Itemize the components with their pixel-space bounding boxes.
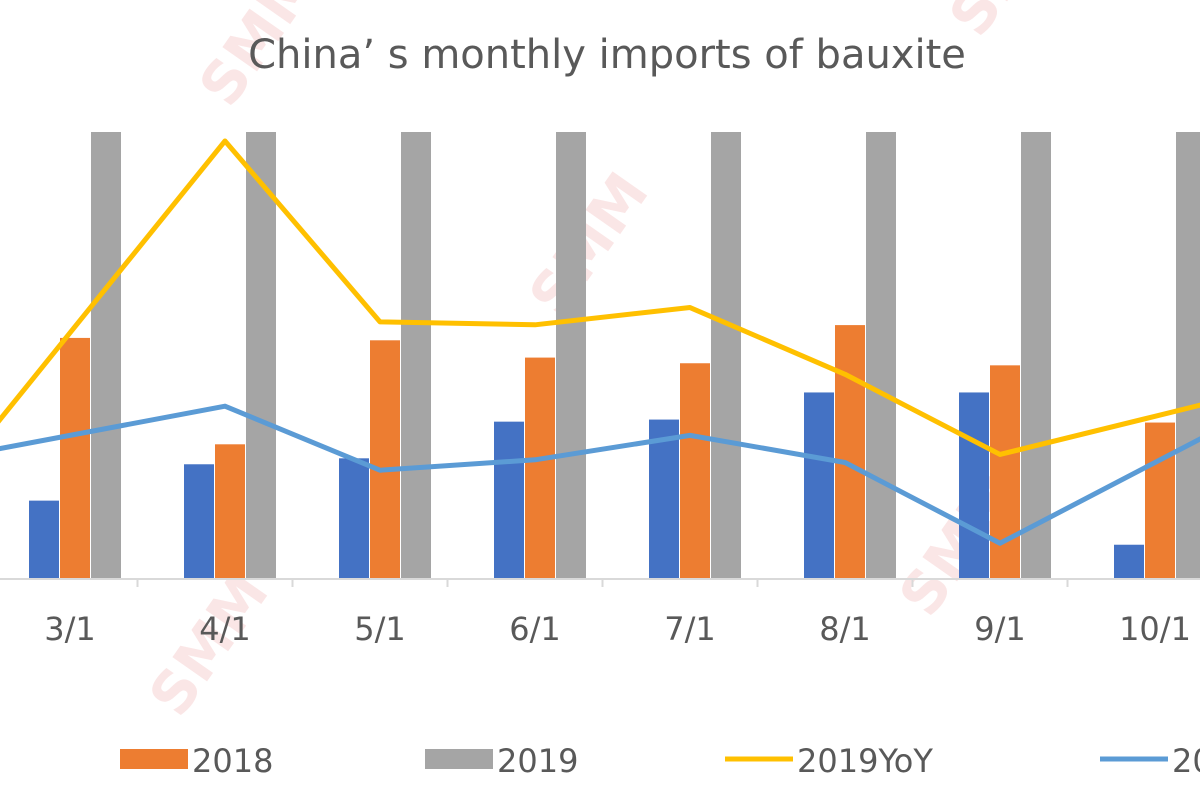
bar-2019-6/1 [556,132,586,579]
legend-label-2018: 2018 [192,742,273,780]
watermark-text: SMM [516,160,662,328]
bar-2018-8/1 [835,325,865,579]
bar-2018-10/1 [1145,422,1175,579]
x-tick-label: 10/1 [1119,610,1191,648]
bar-series-0-5/1 [339,458,369,579]
bar-2019-8/1 [866,132,896,579]
bar-2018-6/1 [525,357,555,579]
x-tick-label: 5/1 [354,610,406,648]
x-tick-label: 6/1 [509,610,561,648]
bar-series-0-8/1 [804,392,834,579]
bar-2019-10/1 [1176,132,1200,579]
legend-swatch-2018 [120,749,188,769]
chart-legend: 2018 2019 2019YoY 20 [120,742,1200,780]
bar-2019-5/1 [401,132,431,579]
legend-label-2019: 2019 [497,742,578,780]
bar-2019-7/1 [711,132,741,579]
legend-label-2019YoY: 2019YoY [797,742,933,780]
x-tick-label: 4/1 [199,610,251,648]
chart-title: China’ s monthly imports of bauxite [248,32,966,78]
bar-series-0-6/1 [494,421,524,579]
bar-series-0-4/1 [184,464,214,579]
line-20 [0,403,1200,546]
x-tick-label: 8/1 [819,610,871,648]
bar-2018-5/1 [370,340,400,579]
legend-swatch-2019 [425,749,493,769]
bar-series-0-10/1 [1114,544,1144,579]
x-tick-label: 7/1 [664,610,716,648]
legend-label-20: 20 [1172,742,1200,780]
bar-series-0-3/1 [29,500,59,579]
bar-2019-9/1 [1021,132,1051,579]
bar-2018-3/1 [60,337,90,579]
x-tick-label: 3/1 [44,610,96,648]
bar-2018-4/1 [215,444,245,579]
x-tick-label: 9/1 [974,610,1026,648]
bar-2018-9/1 [990,365,1020,579]
bar-series-0-9/1 [959,392,989,579]
watermark-layer: SMM SMM SMM SMM SMM [136,0,1082,728]
line-2019YoY [0,138,1200,457]
bar-2019-3/1 [91,132,121,579]
bar-series-0-7/1 [649,419,679,579]
plot-area: 3/1 4/1 5/1 6/1 7/1 8/1 9/1 10/1 [0,132,1200,648]
bar-2018-7/1 [680,363,710,579]
bar-2019-4/1 [246,132,276,579]
